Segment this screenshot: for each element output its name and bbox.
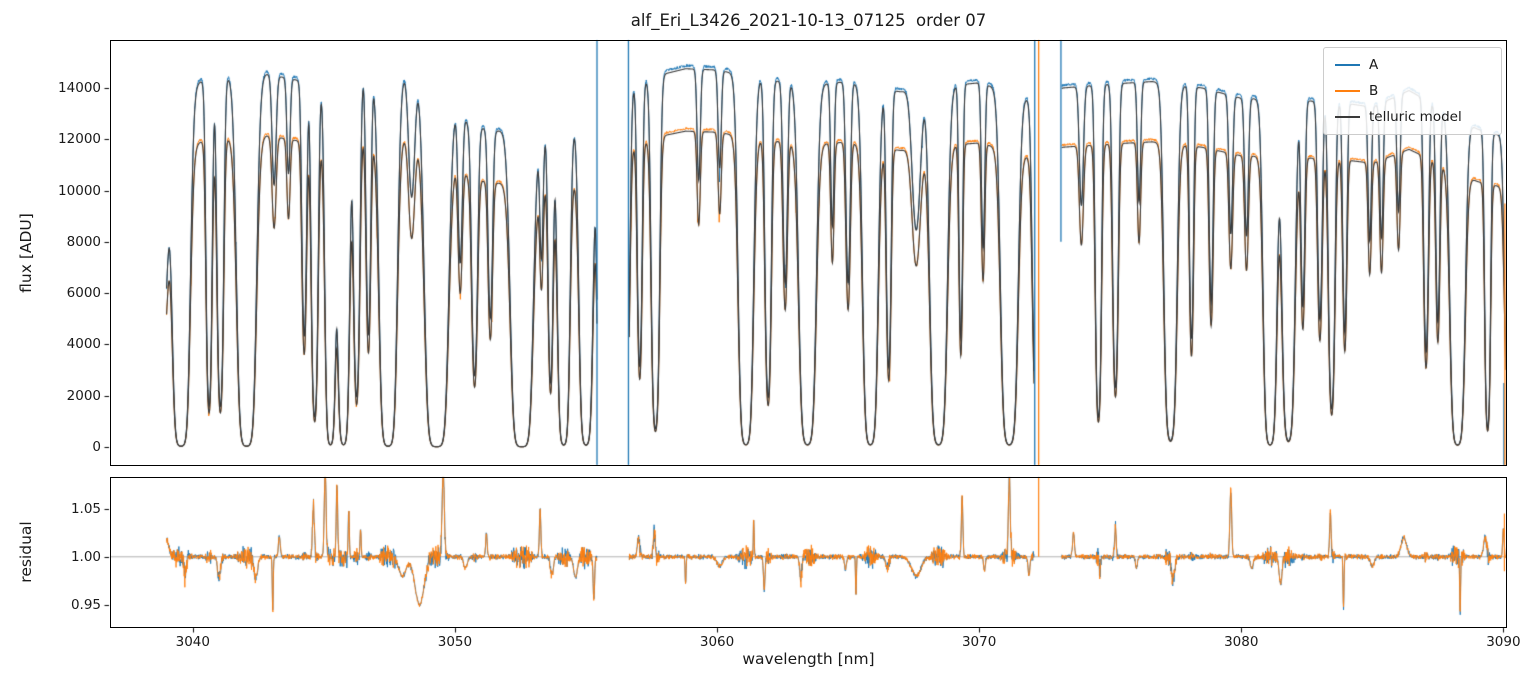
- x-tick-label: 3090: [1486, 634, 1520, 650]
- legend-item-telluric-model: telluric model: [1335, 109, 1490, 125]
- x-tick-label: 3040: [175, 634, 210, 650]
- flux-tick-label: 14000: [58, 79, 101, 96]
- residual-tick-label: 1.00: [70, 548, 101, 565]
- flux-tick-label: 0: [92, 439, 101, 456]
- plot-title: alf_Eri_L3426_2021-10-13_07125 order 07: [630, 11, 987, 30]
- legend-label-a: A: [1369, 57, 1379, 73]
- x-tick-label: 3070: [961, 634, 997, 650]
- flux-tick-label: 2000: [66, 387, 101, 404]
- x-axis-label: wavelength [nm]: [742, 650, 875, 668]
- legend: A B telluric model: [1323, 47, 1502, 135]
- legend-line-a-icon: [1335, 64, 1360, 66]
- residual-tick-label: 1.05: [70, 500, 101, 517]
- legend-line-telluric-icon: [1335, 116, 1360, 118]
- legend-item-a: A: [1335, 57, 1490, 73]
- legend-label-b: B: [1369, 83, 1379, 99]
- flux-tick-label: 12000: [58, 131, 101, 148]
- flux-tick-label: 6000: [66, 285, 101, 302]
- x-tick-label: 3080: [1224, 634, 1259, 650]
- x-tick-label: 3050: [437, 634, 473, 650]
- flux-axis-label: flux [ADU]: [17, 213, 35, 293]
- legend-label-telluric: telluric model: [1369, 109, 1462, 125]
- flux-tick-label: 4000: [66, 336, 101, 353]
- legend-line-b-icon: [1335, 90, 1360, 92]
- flux-tick-label: 10000: [58, 182, 101, 199]
- legend-item-b: B: [1335, 83, 1490, 99]
- flux-tick-label: 8000: [66, 233, 101, 250]
- x-tick-label: 3060: [699, 634, 735, 650]
- residual-tick-label: 0.95: [70, 596, 101, 613]
